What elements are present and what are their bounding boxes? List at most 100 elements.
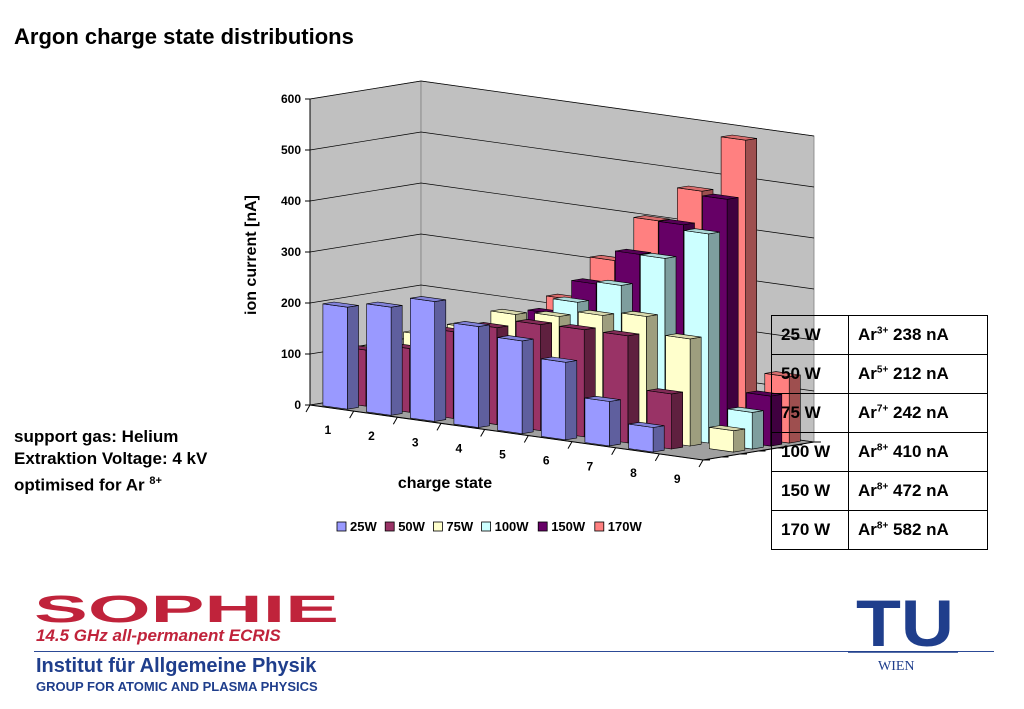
bar-side — [751, 410, 764, 450]
ion-symbol: Ar — [858, 403, 877, 422]
x-tick — [436, 423, 442, 431]
bar-top — [553, 296, 589, 303]
bar-front — [322, 303, 348, 410]
table-row: 75 W Ar7+ 242 nA — [771, 393, 988, 433]
legend-item: 170W — [594, 519, 643, 534]
bar-side — [609, 399, 621, 447]
table-row: 100 W Ar8+ 410 nA — [771, 432, 988, 472]
legend: 25W 50W 75W 100W 150W 170W — [336, 519, 643, 534]
bar-top — [366, 301, 403, 308]
bar-side — [390, 305, 403, 416]
bar — [497, 335, 534, 435]
ion-current: 472 nA — [888, 481, 949, 500]
bar-top — [615, 248, 651, 255]
bar-top — [559, 324, 596, 331]
table-cell-current: Ar8+ 582 nA — [848, 510, 988, 550]
sophie-logo: SOPHIE — [34, 590, 339, 626]
table-cell-current: Ar8+ 410 nA — [848, 432, 988, 472]
ion-symbol: Ar — [858, 481, 877, 500]
legend-swatch — [594, 521, 605, 532]
legend-swatch — [481, 521, 492, 532]
x-tick-label: 4 — [455, 441, 462, 455]
max-current-table: 25 W Ar3+ 238 nA 50 W Ar5+ 212 nA 75 W Ar7+ 2… — [771, 315, 988, 550]
info-gas: support gas: Helium — [14, 427, 179, 446]
table-cell-power: 25 W — [771, 315, 849, 355]
y-tick-label: 400 — [281, 194, 301, 208]
x-tick — [392, 416, 398, 425]
ion-current: 212 nA — [888, 364, 949, 383]
legend-swatch — [537, 521, 548, 532]
ion-symbol: Ar — [858, 442, 877, 461]
bar-side — [726, 197, 739, 441]
x-axis-title: charge state — [398, 475, 492, 492]
x-tick — [523, 435, 529, 443]
bar-top — [578, 309, 614, 316]
bar-side — [521, 338, 534, 435]
bar — [584, 395, 621, 447]
bar-side — [347, 305, 359, 410]
x-tick-label: 5 — [499, 448, 506, 462]
bar — [409, 296, 447, 422]
x-tick — [654, 453, 660, 462]
bar — [322, 301, 359, 410]
legend-swatch — [384, 521, 395, 532]
y-tick-label: 600 — [281, 92, 301, 106]
bar — [540, 356, 578, 441]
bar-top — [709, 425, 745, 432]
table-cell-current: Ar7+ 242 nA — [848, 393, 988, 433]
bar-top — [322, 301, 359, 308]
charge-state: 8+ — [876, 481, 889, 493]
footer-divider — [34, 651, 994, 652]
bar-side — [671, 391, 684, 450]
bar-top — [490, 308, 527, 315]
table-cell-current: Ar8+ 472 nA — [848, 471, 988, 511]
charge-state: 3+ — [876, 325, 889, 337]
bar-top — [727, 406, 764, 413]
table-row: 50 W Ar5+ 212 nA — [771, 354, 988, 394]
bar-top — [647, 388, 683, 395]
legend-label: 150W — [551, 519, 586, 534]
table-cell-power: 75 W — [771, 393, 849, 433]
bar-top — [541, 356, 577, 363]
info-optimised-charge: 8+ — [149, 475, 162, 487]
table-cell-current: Ar5+ 212 nA — [848, 354, 988, 394]
bar-front — [366, 303, 392, 416]
gridline — [309, 131, 815, 188]
legend-label: 170W — [608, 519, 643, 534]
bar-side — [478, 324, 490, 428]
bar-top — [640, 252, 677, 259]
legend-label: 100W — [495, 519, 530, 534]
y-tick-label: 0 — [294, 398, 301, 412]
table-cell-power: 150 W — [771, 471, 849, 511]
bar-front — [628, 423, 654, 453]
legend-item: 150W — [537, 519, 586, 534]
bar-top — [621, 310, 658, 317]
charge-state: 5+ — [876, 364, 889, 376]
institute-name: Institut für Allgemeine Physik — [36, 655, 317, 677]
table-row: 25 W Ar3+ 238 nA — [771, 315, 988, 355]
tu-wien-logo: TU WIEN — [848, 588, 958, 674]
bar-top — [603, 330, 640, 337]
legend-label: 25W — [350, 519, 377, 534]
bar-top — [516, 319, 552, 325]
ion-symbol: Ar — [858, 364, 877, 383]
info-optimised: optimised for Ar 8+ — [14, 470, 207, 497]
bar-top — [628, 421, 665, 428]
ion-current: 242 nA — [888, 403, 949, 422]
table-row: 150 W Ar8+ 472 nA — [771, 471, 988, 511]
ion-current: 238 nA — [888, 325, 949, 344]
plot-area: 0 100 200 300 400 500 600 1 2 3 4 5 6 7 8 9 charge state… — [243, 80, 821, 534]
bar-front — [540, 358, 567, 441]
bar-top — [665, 333, 702, 340]
legend-swatch — [336, 521, 347, 532]
bar-top — [596, 279, 633, 286]
bar-top — [677, 185, 714, 192]
bar-side — [652, 425, 665, 453]
experiment-info: support gas: Helium Extraktion Voltage: … — [14, 426, 207, 497]
bar-side — [708, 231, 721, 444]
bar-side — [434, 299, 447, 422]
bar — [453, 321, 490, 428]
table-cell-current: Ar3+ 238 nA — [848, 315, 988, 355]
x-tick-label: 6 — [543, 454, 550, 468]
charge-state: 7+ — [876, 403, 889, 415]
